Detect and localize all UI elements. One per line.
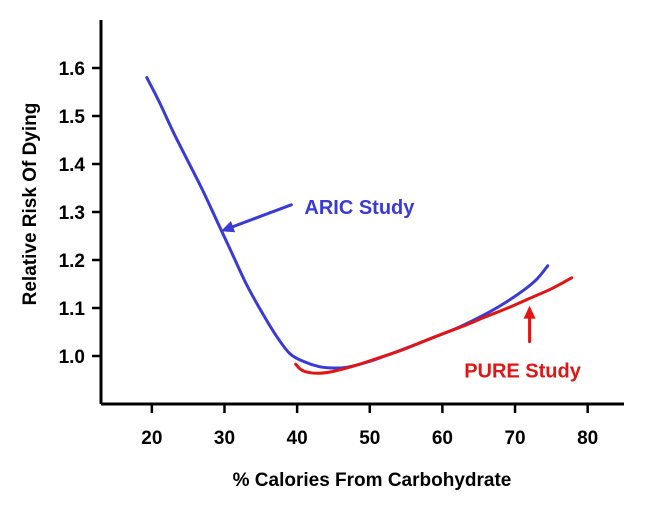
aric-study-line (145, 76, 550, 370)
x-tick-label: 70 (504, 428, 525, 449)
y-tick-label: 1.2 (59, 251, 85, 272)
annotation-layer: ARIC Study PURE Study (220, 197, 582, 382)
x-tick-label: 20 (141, 428, 162, 449)
y-tick-label: 1.5 (59, 107, 86, 128)
x-axis-title: % Calories From Carbohydrate (233, 470, 512, 491)
y-tick-label: 1.1 (59, 299, 86, 320)
y-tick-label: 1.6 (59, 59, 85, 80)
x-tick-label: 30 (214, 428, 235, 449)
x-tick-label: 60 (432, 428, 453, 449)
x-tick-label: 40 (287, 428, 308, 449)
y-axis-title: Relative Risk Of Dying (20, 103, 41, 306)
x-tick-label: 80 (577, 428, 598, 449)
pure-study-arrow-head (523, 305, 536, 319)
pure-study-label: PURE Study (464, 360, 582, 382)
y-tick-label: 1.4 (59, 155, 86, 176)
y-tick-label: 1.0 (59, 347, 85, 368)
pure-study-line (294, 276, 574, 375)
aric-study-arrow-head (220, 221, 236, 233)
y-tick-label: 1.3 (59, 203, 85, 224)
axes: 20 30 40 50 60 70 80 1.0 1.1 1.2 1.3 1.4 1.5 1.6 (59, 20, 624, 449)
aric-study-label: ARIC Study (304, 197, 415, 219)
series-layer (145, 76, 574, 375)
aric-study-arrow-shaft (231, 203, 293, 229)
x-tick-label: 50 (359, 428, 380, 449)
